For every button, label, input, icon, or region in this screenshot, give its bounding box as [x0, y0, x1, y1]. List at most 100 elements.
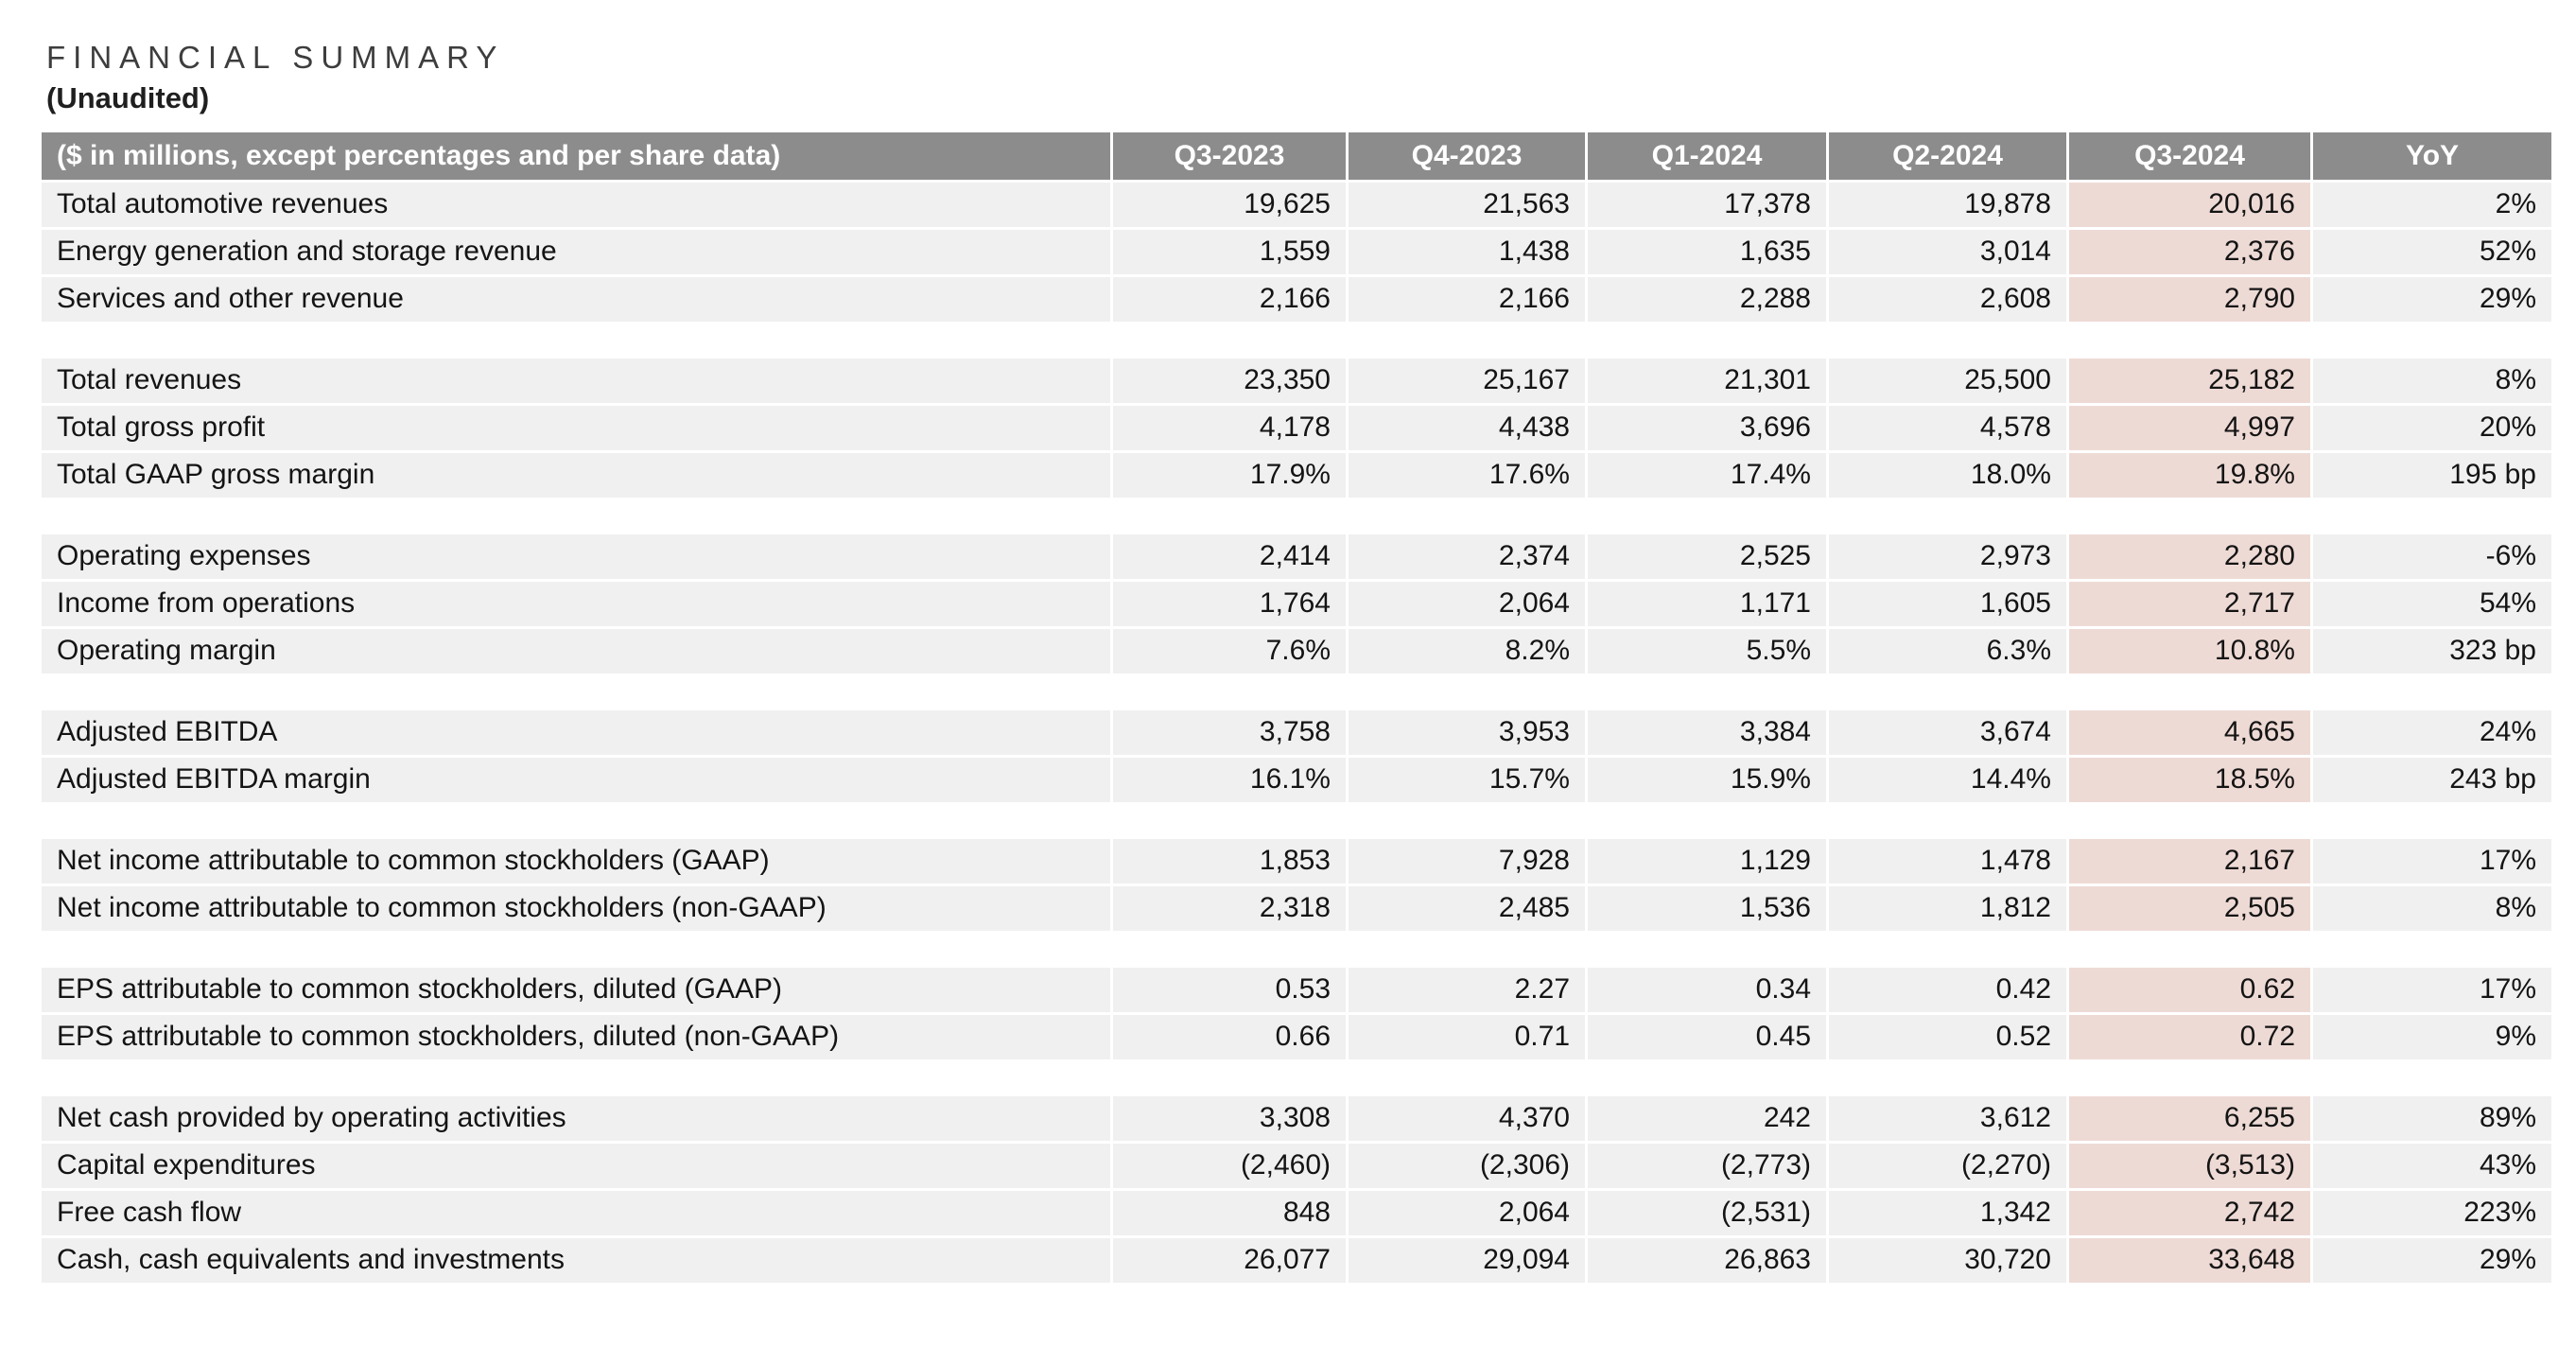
cell-q3-2023: 2,414 — [1113, 534, 1346, 579]
row-label: Net cash provided by operating activitie… — [42, 1095, 1110, 1141]
cell-q4-2023: 2,064 — [1349, 1190, 1585, 1235]
cell-q1-2024: 21,301 — [1588, 358, 1826, 403]
table-row: Operating expenses 2,414 2,374 2,525 2,973 2,… — [42, 534, 2551, 579]
table-row: Net cash provided by operating activitie… — [42, 1095, 2551, 1141]
cell-yoy: 17% — [2313, 967, 2551, 1012]
section-spacer — [42, 499, 2551, 534]
cell-q3-2024: 2,790 — [2069, 276, 2310, 322]
cell-q3-2023: 1,559 — [1113, 229, 1346, 274]
cell-q4-2023: 2,064 — [1349, 581, 1585, 626]
cell-yoy: 195 bp — [2313, 452, 2551, 498]
cell-q3-2023: 1,764 — [1113, 581, 1346, 626]
cell-q4-2023: 17.6% — [1349, 452, 1585, 498]
cell-q3-2023: 0.66 — [1113, 1014, 1346, 1059]
cell-q2-2024: 18.0% — [1829, 452, 2066, 498]
table-row: Operating margin 7.6% 8.2% 5.5% 6.3% 10.8% 323… — [42, 628, 2551, 674]
cell-q4-2023: 3,953 — [1349, 709, 1585, 755]
header-q3-2023: Q3-2023 — [1113, 131, 1346, 180]
table-row: Total automotive revenues 19,625 21,563 17,… — [42, 182, 2551, 227]
cell-q4-2023: 2,485 — [1349, 885, 1585, 931]
cell-q3-2023: 2,318 — [1113, 885, 1346, 931]
cell-yoy: 2% — [2313, 182, 2551, 227]
cell-q3-2023: 3,308 — [1113, 1095, 1346, 1141]
section-spacer — [42, 675, 2551, 710]
cell-q1-2024: (2,531) — [1588, 1190, 1826, 1235]
cell-yoy: 43% — [2313, 1143, 2551, 1188]
row-label: Total automotive revenues — [42, 182, 1110, 227]
table-row: Energy generation and storage revenue 1,5… — [42, 229, 2551, 274]
header-q1-2024: Q1-2024 — [1588, 131, 1826, 180]
table-row: Total gross profit 4,178 4,438 3,696 4,578 4,… — [42, 405, 2551, 450]
cell-q3-2024: 33,648 — [2069, 1237, 2310, 1283]
cell-yoy: 54% — [2313, 581, 2551, 626]
cell-q1-2024: 26,863 — [1588, 1237, 1826, 1283]
cell-q3-2024: 2,280 — [2069, 534, 2310, 579]
cell-q3-2024: 2,742 — [2069, 1190, 2310, 1235]
cell-yoy: 24% — [2313, 709, 2551, 755]
row-label: EPS attributable to common stockholders,… — [42, 967, 1110, 1012]
header-yoy: YoY — [2313, 131, 2551, 180]
cell-q4-2023: 2.27 — [1349, 967, 1585, 1012]
cell-q2-2024: 30,720 — [1829, 1237, 2066, 1283]
cell-q1-2024: 0.45 — [1588, 1014, 1826, 1059]
row-label: Free cash flow — [42, 1190, 1110, 1235]
cell-q2-2024: 1,478 — [1829, 838, 2066, 883]
cell-q3-2023: 19,625 — [1113, 182, 1346, 227]
cell-q3-2024: (3,513) — [2069, 1143, 2310, 1188]
cell-q1-2024: (2,773) — [1588, 1143, 1826, 1188]
cell-yoy: 29% — [2313, 276, 2551, 322]
table-body: Total automotive revenues 19,625 21,563 17,… — [42, 182, 2551, 1283]
table-row: Adjusted EBITDA margin 16.1% 15.7% 15.9% 14.… — [42, 757, 2551, 802]
cell-q4-2023: 15.7% — [1349, 757, 1585, 802]
cell-q1-2024: 5.5% — [1588, 628, 1826, 674]
cell-yoy: 8% — [2313, 358, 2551, 403]
row-label: Energy generation and storage revenue — [42, 229, 1110, 274]
table-row: Net income attributable to common stockh… — [42, 885, 2551, 931]
cell-q4-2023: 4,370 — [1349, 1095, 1585, 1141]
section-spacer — [42, 324, 2551, 359]
cell-q2-2024: 1,342 — [1829, 1190, 2066, 1235]
cell-yoy: 243 bp — [2313, 757, 2551, 802]
cell-q3-2023: 16.1% — [1113, 757, 1346, 802]
cell-q3-2023: 0.53 — [1113, 967, 1346, 1012]
cell-q3-2024: 25,182 — [2069, 358, 2310, 403]
cell-q2-2024: 19,878 — [1829, 182, 2066, 227]
cell-q3-2024: 2,376 — [2069, 229, 2310, 274]
cell-q2-2024: 2,608 — [1829, 276, 2066, 322]
row-label: Income from operations — [42, 581, 1110, 626]
cell-q4-2023: 25,167 — [1349, 358, 1585, 403]
cell-q4-2023: 0.71 — [1349, 1014, 1585, 1059]
cell-q1-2024: 1,635 — [1588, 229, 1826, 274]
row-label: Total gross profit — [42, 405, 1110, 450]
table-row: Total revenues 23,350 25,167 21,301 25,500 25… — [42, 358, 2551, 403]
cell-q2-2024: 0.52 — [1829, 1014, 2066, 1059]
row-label: Total GAAP gross margin — [42, 452, 1110, 498]
cell-q4-2023: 2,374 — [1349, 534, 1585, 579]
table-row: Free cash flow 848 2,064 (2,531) 1,342 2,742 2… — [42, 1190, 2551, 1235]
row-label: Adjusted EBITDA — [42, 709, 1110, 755]
table-row: Net income attributable to common stockh… — [42, 838, 2551, 883]
table-row: EPS attributable to common stockholders,… — [42, 1014, 2551, 1059]
cell-yoy: 89% — [2313, 1095, 2551, 1141]
cell-q3-2023: 23,350 — [1113, 358, 1346, 403]
table-row: Adjusted EBITDA 3,758 3,953 3,384 3,674 4,665… — [42, 709, 2551, 755]
cell-q3-2024: 0.62 — [2069, 967, 2310, 1012]
cell-q4-2023: 2,166 — [1349, 276, 1585, 322]
cell-q4-2023: 29,094 — [1349, 1237, 1585, 1283]
cell-yoy: 20% — [2313, 405, 2551, 450]
table-row: Services and other revenue 2,166 2,166 2,28… — [42, 276, 2551, 322]
cell-q4-2023: 7,928 — [1349, 838, 1585, 883]
section-spacer — [42, 804, 2551, 839]
cell-q2-2024: 14.4% — [1829, 757, 2066, 802]
cell-q2-2024: (2,270) — [1829, 1143, 2066, 1188]
cell-yoy: -6% — [2313, 534, 2551, 579]
cell-q3-2024: 19.8% — [2069, 452, 2310, 498]
row-label: Total revenues — [42, 358, 1110, 403]
header-q2-2024: Q2-2024 — [1829, 131, 2066, 180]
cell-q1-2024: 0.34 — [1588, 967, 1826, 1012]
cell-q1-2024: 15.9% — [1588, 757, 1826, 802]
cell-q1-2024: 1,129 — [1588, 838, 1826, 883]
table-row: EPS attributable to common stockholders,… — [42, 967, 2551, 1012]
cell-q3-2023: 2,166 — [1113, 276, 1346, 322]
cell-q3-2024: 4,997 — [2069, 405, 2310, 450]
